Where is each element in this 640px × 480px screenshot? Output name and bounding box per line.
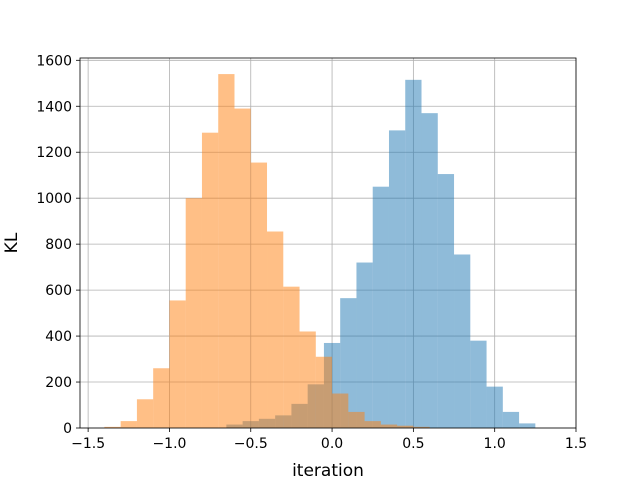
histogram-bar [299, 331, 316, 428]
histogram-bar [315, 356, 333, 428]
histogram-bar [364, 421, 381, 428]
histogram-bar [218, 74, 235, 428]
y-tick-label: 1200 [36, 145, 72, 161]
y-tick-label: 800 [45, 237, 72, 253]
histogram-bar [153, 368, 170, 428]
histogram-bar [470, 340, 487, 428]
histogram-bar [405, 79, 422, 428]
histogram-bar [421, 113, 438, 429]
histogram-bar [120, 421, 137, 428]
x-tick-label: 1.5 [565, 436, 587, 452]
histogram-bar [372, 186, 389, 428]
histogram-bar [234, 108, 251, 428]
histogram-bar [104, 426, 121, 428]
histogram-bar [486, 386, 503, 428]
histogram-bar [201, 132, 219, 428]
y-tick-label: 400 [45, 329, 72, 345]
y-tick-label: 1600 [36, 53, 72, 69]
y-tick-label: 1000 [36, 191, 72, 207]
x-tick-label: 0.5 [402, 436, 424, 452]
y-tick-label: 200 [45, 375, 72, 391]
histogram-bar [332, 393, 349, 428]
y-axis-label: KL [2, 232, 22, 253]
x-tick-label: 0.0 [321, 436, 343, 452]
histogram-bar [437, 174, 455, 428]
histogram-bar [502, 411, 520, 428]
histogram-bar [356, 262, 373, 428]
histogram-bar [283, 286, 300, 428]
histogram-bar [519, 423, 536, 428]
histogram-bar [267, 231, 284, 428]
x-tick-label: 1.0 [484, 436, 506, 452]
y-tick-label: 600 [45, 283, 72, 299]
histogram-bar [397, 425, 414, 428]
x-tick-label: −1.0 [152, 436, 186, 452]
y-tick-label: 1400 [36, 99, 72, 115]
plot-frame [79, 57, 577, 429]
histogram-bar [136, 399, 154, 428]
histogram-series-1 [226, 79, 536, 429]
histogram-bar [169, 300, 186, 428]
histogram-bars [104, 74, 536, 429]
histogram-bar [380, 424, 398, 428]
histogram-bar [250, 162, 268, 428]
histogram-bar [348, 411, 365, 428]
x-tick-label: −0.5 [234, 436, 268, 452]
y-tick-label: 0 [63, 421, 72, 437]
histogram-bar [454, 254, 471, 428]
histogram-bar [388, 130, 406, 429]
histogram-bar [185, 198, 202, 428]
x-tick-label: −1.5 [71, 436, 105, 452]
histogram-bar [413, 426, 430, 428]
axis-ticks: −1.5 −1.0 −0.5 0.0 0.5 1.0 1.5 0 200 400 600 800 100… [36, 53, 587, 452]
histogram-series-2 [104, 74, 430, 428]
x-axis-label: iteration [292, 461, 364, 480]
